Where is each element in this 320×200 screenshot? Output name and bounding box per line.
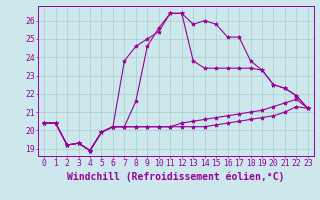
X-axis label: Windchill (Refroidissement éolien,°C): Windchill (Refroidissement éolien,°C) xyxy=(67,171,285,182)
